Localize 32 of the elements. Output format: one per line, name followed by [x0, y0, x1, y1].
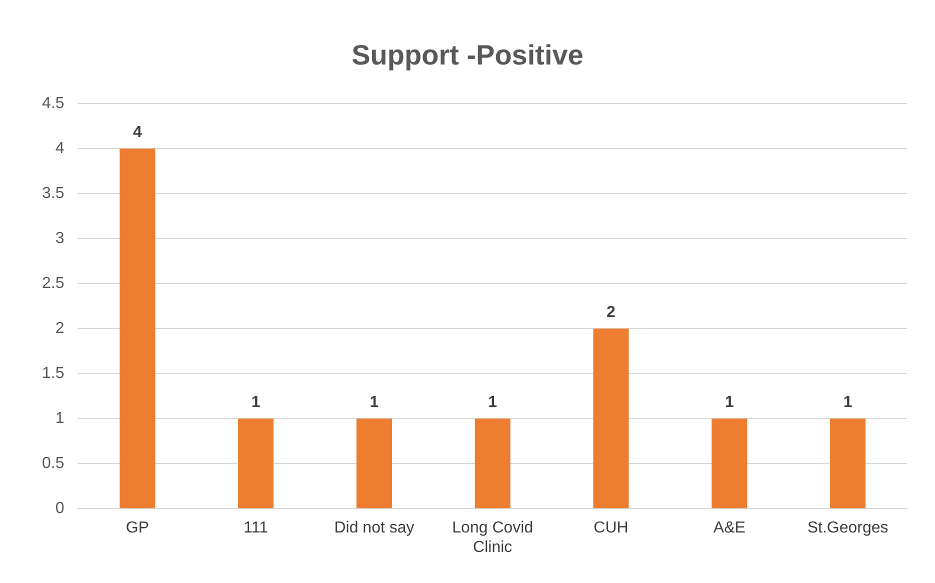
data-label: 4	[132, 124, 142, 142]
x-tick-label: Did not say	[334, 520, 414, 537]
x-tick-label: Long Covid Clinic	[452, 520, 534, 556]
data-label: 1	[488, 394, 498, 412]
y-tick-label: 1.5	[42, 365, 64, 382]
bar	[120, 148, 156, 508]
bar	[356, 418, 392, 508]
data-label: 1	[251, 394, 260, 412]
y-tick-label: 4	[55, 140, 64, 158]
y-tick-label: 0.5	[42, 455, 64, 472]
chart-title: Support -Positive	[352, 40, 584, 71]
x-tick-label: A&E	[713, 520, 746, 537]
data-label: 2	[606, 304, 616, 322]
x-tick-label: St.Georges	[807, 520, 888, 537]
y-tick-label: 0	[55, 500, 64, 518]
bar	[474, 418, 510, 508]
y-tick-label: 3	[55, 230, 64, 248]
bar	[830, 418, 866, 508]
data-label: 1	[370, 394, 379, 412]
data-label: 1	[843, 394, 852, 412]
bar	[593, 328, 629, 508]
bar	[238, 418, 274, 508]
x-tick-label: 111	[244, 520, 268, 537]
y-tick-label: 4.5	[42, 95, 64, 112]
y-tick-label: 2.5	[42, 275, 64, 292]
y-tick-label: 3.5	[42, 185, 64, 202]
y-tick-label: 1	[55, 410, 64, 428]
x-tick-label: CUH	[594, 520, 628, 537]
x-tick-label: GP	[126, 520, 149, 537]
data-label: 1	[724, 394, 734, 412]
bar	[712, 418, 748, 508]
y-tick-label: 2	[55, 320, 64, 338]
